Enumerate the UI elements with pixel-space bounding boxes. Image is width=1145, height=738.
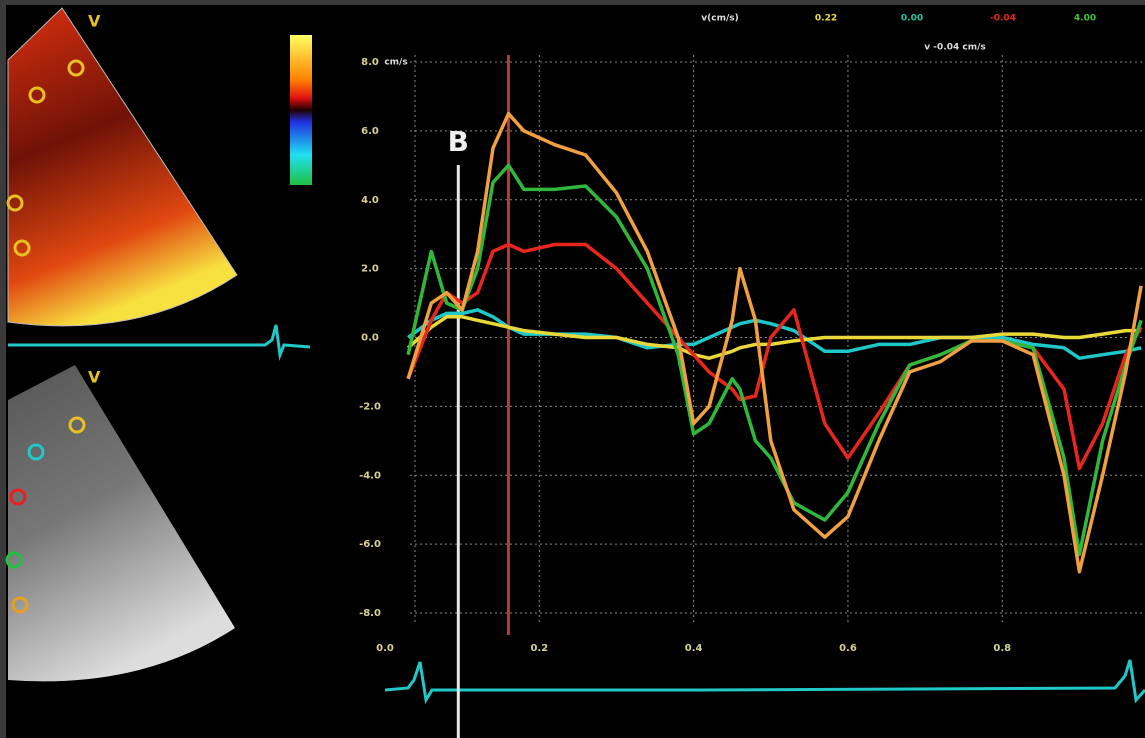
- series-line: [406, 111, 1143, 574]
- y-tick-label: 2.0: [361, 264, 379, 275]
- header-value: 0.22: [815, 14, 837, 24]
- x-tick-label: 0.8: [993, 643, 1011, 654]
- header-value: -0.04: [990, 14, 1016, 24]
- header-value: 4.00: [1074, 14, 1096, 24]
- series-line: [407, 308, 1142, 360]
- y-tick-label: 4.0: [361, 195, 379, 206]
- y-tick-label: -4.0: [359, 470, 381, 481]
- grayscale-sector: [8, 365, 235, 682]
- y-tick-label: -2.0: [359, 401, 381, 412]
- header-label: v(cm/s): [701, 14, 738, 24]
- x-tick-label: 0.6: [839, 643, 857, 654]
- x-tick-label: 0.2: [530, 643, 548, 654]
- sample-points: [6, 59, 85, 257]
- annotation: v -0.04 cm/s: [924, 43, 985, 53]
- panel-label: V: [88, 12, 101, 31]
- x-tick-label: 0.0: [376, 643, 394, 654]
- y-tick-label: -6.0: [359, 539, 381, 550]
- x-tick-label: 0.4: [685, 643, 703, 654]
- sample-points: [5, 416, 86, 614]
- marker-label: B: [448, 125, 469, 158]
- ecg-trace: [8, 324, 311, 361]
- y-tick-label: 6.0: [361, 126, 379, 137]
- y-tick-label: 0.0: [361, 333, 379, 344]
- y-tick-label: 8.0: [361, 57, 379, 68]
- y-tick-label: -8.0: [359, 608, 381, 619]
- ecg-trace: [384, 659, 1145, 705]
- color-doppler-sector: [7, 7, 238, 327]
- color-scale-bar: [290, 35, 312, 185]
- series-line: [406, 163, 1143, 557]
- series-line: [406, 315, 1142, 360]
- y-axis-label: cm/s: [384, 58, 407, 68]
- panel-label: V: [88, 368, 101, 387]
- header-value: 0.00: [901, 14, 923, 24]
